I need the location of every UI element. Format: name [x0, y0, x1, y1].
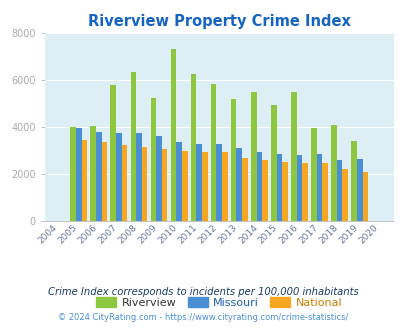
Bar [356, 159, 362, 221]
Bar [236, 148, 241, 221]
Bar [216, 144, 222, 221]
Bar [271, 105, 276, 221]
Bar [262, 160, 267, 221]
Text: Crime Index corresponds to incidents per 100,000 inhabitants: Crime Index corresponds to incidents per… [47, 287, 358, 297]
Bar [322, 163, 327, 221]
Bar [281, 162, 287, 221]
Bar [341, 169, 347, 221]
Bar [116, 133, 121, 221]
Bar [130, 72, 136, 221]
Bar [362, 172, 367, 221]
Title: Riverview Property Crime Index: Riverview Property Crime Index [87, 14, 350, 29]
Bar [196, 144, 201, 221]
Bar [101, 142, 107, 221]
Bar [76, 128, 81, 221]
Bar [96, 132, 101, 221]
Bar [162, 149, 167, 221]
Bar [136, 133, 141, 221]
Bar [90, 126, 96, 221]
Bar [230, 99, 236, 221]
Bar [330, 125, 336, 221]
Bar [170, 50, 176, 221]
Bar [141, 147, 147, 221]
Bar [290, 92, 296, 221]
Text: © 2024 CityRating.com - https://www.cityrating.com/crime-statistics/: © 2024 CityRating.com - https://www.city… [58, 313, 347, 322]
Bar [190, 74, 196, 221]
Bar [256, 152, 262, 221]
Bar [156, 137, 162, 221]
Bar [302, 163, 307, 221]
Bar [181, 151, 187, 221]
Bar [310, 128, 316, 221]
Bar [276, 154, 281, 221]
Bar [122, 145, 127, 221]
Bar [176, 142, 181, 221]
Bar [150, 98, 156, 221]
Bar [250, 92, 256, 221]
Bar [210, 83, 216, 221]
Bar [222, 152, 227, 221]
Bar [296, 155, 302, 221]
Bar [110, 85, 116, 221]
Legend: Riverview, Missouri, National: Riverview, Missouri, National [92, 292, 346, 312]
Bar [81, 140, 87, 221]
Bar [70, 127, 76, 221]
Bar [336, 160, 341, 221]
Bar [350, 141, 356, 221]
Bar [316, 154, 322, 221]
Bar [201, 152, 207, 221]
Bar [241, 158, 247, 221]
